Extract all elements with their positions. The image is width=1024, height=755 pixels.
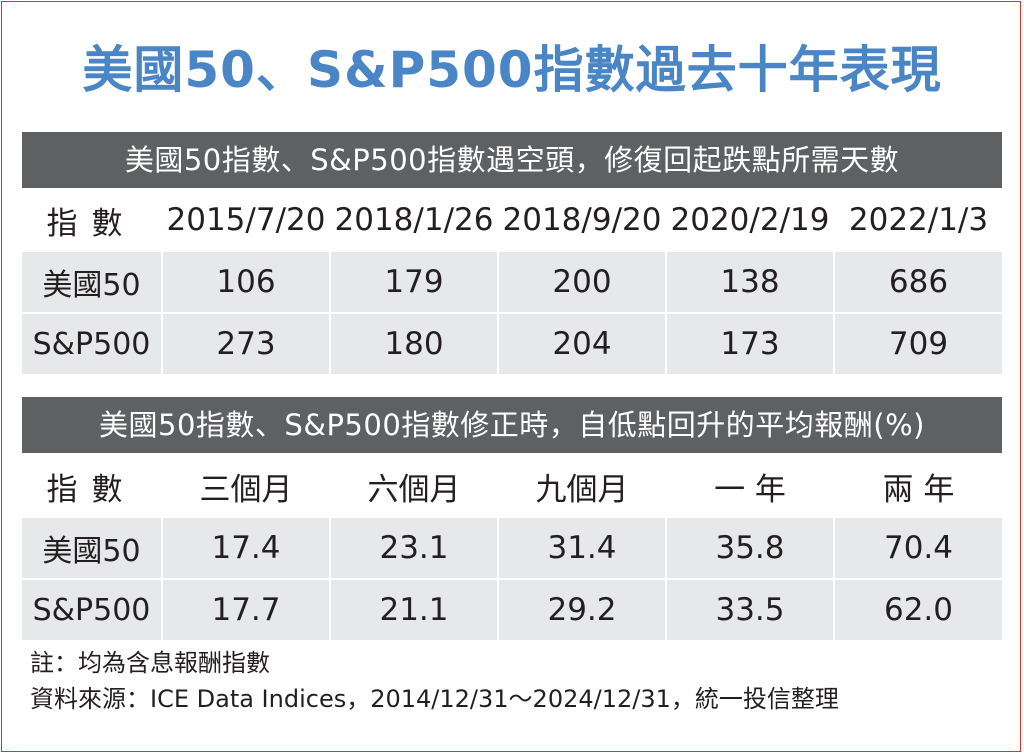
column-header: 九個月 (497, 456, 666, 517)
table-row: S&P500 17.7 21.1 29.2 33.5 62.0 (22, 578, 1002, 640)
graphic-title: 美國50、S&P500指數過去十年表現 (82, 41, 942, 99)
column-header: 指數 (22, 190, 162, 251)
table-cell: 273 (161, 312, 330, 374)
table-cell: 686 (833, 250, 1002, 313)
table-row: 美國50 17.4 23.1 31.4 35.8 70.4 (22, 516, 1002, 579)
table-cell: 709 (833, 312, 1002, 374)
table-cell: 62.0 (833, 578, 1002, 640)
table-cell: 173 (665, 312, 834, 374)
table-cell: 180 (329, 312, 498, 374)
source-note: 資料來源：ICE Data Indices，2014/12/31～2024/12… (30, 685, 839, 713)
table-cell: 21.1 (329, 578, 498, 640)
table-header-row: 指數 三個月 六個月 九個月 一 年 兩 年 (22, 456, 1002, 517)
row-label: 美國50 (22, 250, 162, 313)
recovery-days-table: 指數 2015/7/20 2018/1/26 2018/9/20 2020/2/… (22, 190, 1002, 374)
footnote: 註：均為含息報酬指數 (30, 649, 270, 677)
column-header: 指數 (22, 456, 162, 517)
row-label: S&P500 (22, 312, 162, 374)
column-header: 六個月 (329, 456, 498, 517)
table-cell: 23.1 (329, 516, 498, 579)
column-header: 兩 年 (833, 456, 1002, 517)
column-header: 2015/7/20 (161, 190, 330, 251)
row-label: S&P500 (22, 578, 162, 640)
table-cell: 204 (497, 312, 666, 374)
table-cell: 179 (329, 250, 498, 313)
table-cell: 200 (497, 250, 666, 313)
table-cell: 138 (665, 250, 834, 313)
table-cell: 70.4 (833, 516, 1002, 579)
table-cell: 31.4 (497, 516, 666, 579)
table-cell: 35.8 (665, 516, 834, 579)
table-header-row: 指數 2015/7/20 2018/1/26 2018/9/20 2020/2/… (22, 190, 1002, 251)
table-cell: 29.2 (497, 578, 666, 640)
section2-header: 美國50指數、S&P500指數修正時，自低點回升的平均報酬(%) (22, 397, 1002, 453)
column-header: 一 年 (665, 456, 834, 517)
column-header: 2018/9/20 (497, 190, 666, 251)
column-header: 三個月 (161, 456, 330, 517)
row-label: 美國50 (22, 516, 162, 579)
section1-header: 美國50指數、S&P500指數遇空頭，修復回起跌點所需天數 (22, 132, 1002, 188)
table-cell: 106 (161, 250, 330, 313)
table-cell: 17.7 (161, 578, 330, 640)
table-row: S&P500 273 180 204 173 709 (22, 312, 1002, 374)
average-return-table: 指數 三個月 六個月 九個月 一 年 兩 年 美國50 17.4 23.1 31… (22, 456, 1002, 640)
column-header: 2020/2/19 (665, 190, 834, 251)
column-header: 2018/1/26 (329, 190, 498, 251)
table-row: 美國50 106 179 200 138 686 (22, 250, 1002, 313)
table-cell: 33.5 (665, 578, 834, 640)
column-header: 2022/1/3 (833, 190, 1002, 251)
table-cell: 17.4 (161, 516, 330, 579)
